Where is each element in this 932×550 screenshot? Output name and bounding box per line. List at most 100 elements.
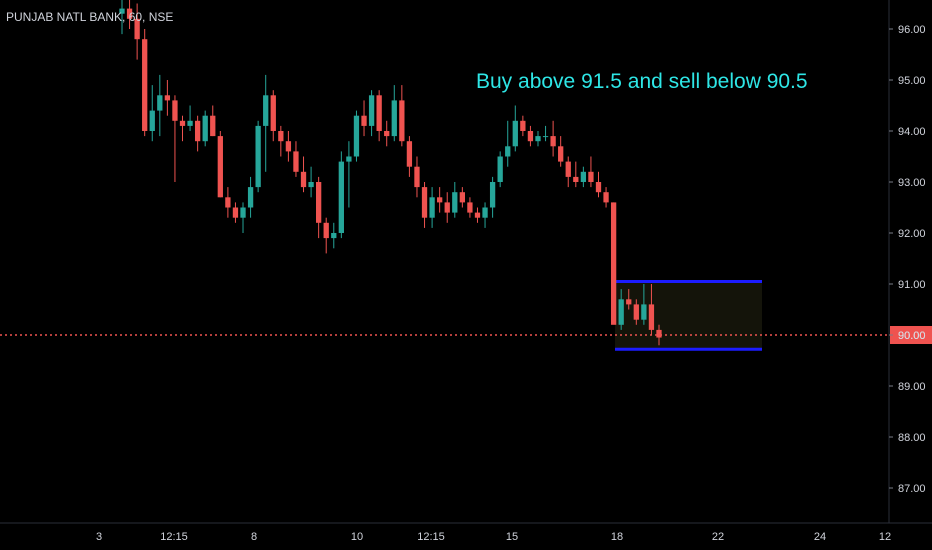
candle [376,90,382,142]
candle-body [542,136,549,138]
range-box [615,279,762,351]
candle-body [126,8,133,19]
candle-body [300,171,307,188]
last-price-line: 90.00 [0,326,932,344]
candle [157,74,163,137]
candle [255,120,261,193]
candle-body [444,202,450,213]
candle [202,110,208,147]
candle [489,176,496,218]
candle [421,182,428,228]
candle-body [437,197,443,203]
candle [474,207,481,223]
candle [573,161,579,188]
candle [331,222,337,249]
candle [542,125,549,142]
candle [263,74,269,172]
candle [512,105,518,152]
y-tick-label: 95.00 [898,75,926,87]
candle-body [535,136,541,142]
candle [580,166,587,188]
candle-body [452,192,458,213]
candle [300,156,307,193]
candle-body [119,8,125,14]
candle [497,151,503,188]
candle-body [633,304,639,320]
candle [656,324,662,346]
candle-body [497,156,503,182]
candle-body [285,141,292,152]
candle [467,197,473,218]
candle-body [474,212,481,218]
candle [179,115,186,142]
candle [399,85,405,147]
candle [520,115,526,137]
y-tick-label: 87.00 [898,483,926,495]
candle-body [376,95,382,131]
x-tick-label: 12 [879,531,891,543]
candle-body [489,182,496,208]
candle-body [588,171,594,182]
candle-body [384,131,390,137]
candle [444,192,450,223]
candle [603,187,609,208]
candle-body [505,146,511,157]
candle [149,85,155,142]
x-tick-label: 3 [96,531,102,543]
candle [119,0,125,35]
candle [217,131,223,198]
candle-body [421,187,428,218]
candle-body [278,131,284,142]
candle-body [293,151,299,172]
candle [142,29,148,137]
candle-body [399,100,405,142]
y-tick-label: 90.00 [898,330,926,342]
candle [550,120,556,157]
x-tick-label: 18 [611,531,623,543]
candle [633,299,639,325]
candle [346,141,352,208]
candle-body [361,115,367,126]
candle-body [202,115,208,142]
candle [134,3,140,60]
candle-body [406,141,413,167]
candle [353,110,360,162]
candle [429,187,435,228]
candle [641,284,647,325]
candle [459,187,465,208]
candle-body [459,192,465,203]
candle-body [565,161,571,177]
candle-body [225,197,231,208]
candle [626,289,632,310]
candle [505,120,511,167]
candle-body [323,222,329,239]
x-tick-label: 8 [251,531,257,543]
candle [610,202,617,325]
candle-body [187,120,193,126]
candle-body [194,120,201,142]
candle [588,156,594,188]
candle [595,171,602,198]
x-tick-label: 12:15 [160,531,188,543]
candle-body [270,95,276,131]
candle-body [648,304,655,330]
y-tick-label: 92.00 [898,228,926,240]
last-price-label: 90.00 [898,330,926,342]
candle [187,105,193,131]
candle [618,289,624,330]
candle-body [164,95,171,101]
candle [278,125,284,157]
candle [316,176,322,239]
candle-body [641,304,647,320]
last-price-tag [890,326,932,344]
candle [558,136,564,167]
x-tick-label: 24 [814,531,826,543]
candle-body [142,39,148,132]
candle [308,166,314,198]
candle [126,0,133,29]
candle [270,90,276,142]
candle [293,141,299,177]
candle-body [240,207,246,218]
